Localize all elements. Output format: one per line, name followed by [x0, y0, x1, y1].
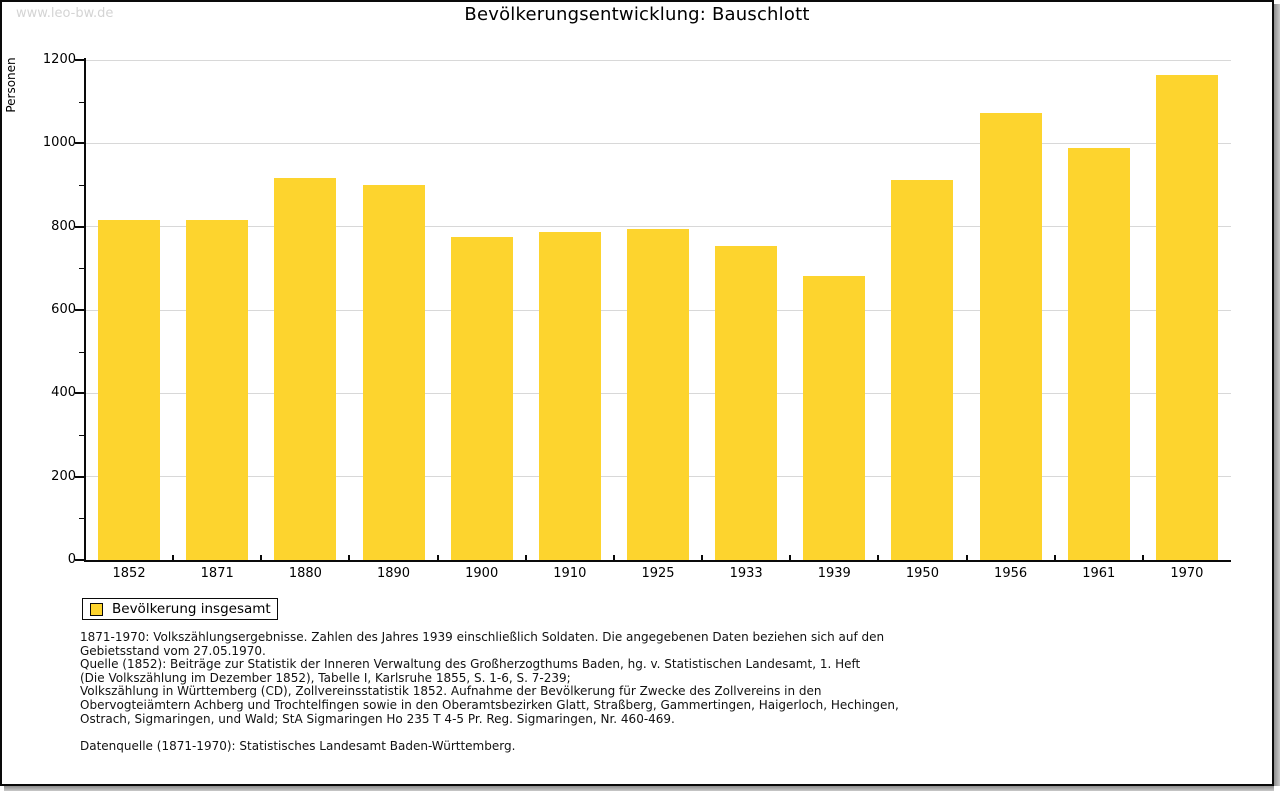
y-axis-tick [75, 309, 84, 311]
x-tick-label: 1933 [729, 566, 763, 581]
y-axis-tick-minor [79, 101, 84, 103]
x-tick-label: 1939 [817, 566, 851, 581]
x-axis-tick [436, 555, 439, 560]
footnote-line: Quelle (1852): Beiträge zur Statistik de… [80, 657, 861, 672]
y-tick-label: 600 [51, 302, 76, 317]
y-axis-tick-minor [79, 185, 84, 186]
x-tick-label: 1970 [1170, 566, 1204, 581]
y-axis-tick [75, 559, 84, 561]
y-axis-title: Personen [4, 57, 18, 113]
x-axis-tick [965, 555, 968, 560]
x-tick-label: 1900 [465, 566, 499, 581]
bar-1970 [1155, 74, 1218, 560]
x-tick-label: 1910 [553, 566, 587, 581]
footnote-line: 1871-1970: Volkszählungsergebnisse. Zahl… [80, 630, 885, 644]
bar-1880 [274, 178, 337, 560]
x-axis-tick [172, 555, 175, 560]
footnotes: 1871-1970: Volkszählungsergebnisse. Zahl… [80, 630, 1210, 753]
bar-1925 [627, 229, 689, 560]
x-axis-tick [348, 555, 351, 560]
legend-swatch-icon [90, 602, 103, 616]
x-tick-label: 1950 [905, 566, 939, 581]
y-tick-label: 0 [67, 552, 76, 567]
y-axis-tick [75, 225, 84, 228]
footnote-line: Gebietsstand vom 27.05.1970. [80, 643, 266, 658]
y-tick-label: 200 [51, 468, 76, 484]
x-axis-line [84, 560, 1231, 562]
x-axis-tick [612, 555, 615, 560]
window-shadow-right [1274, 4, 1280, 786]
bar-1910 [538, 231, 601, 560]
grid-line [86, 226, 1231, 228]
y-axis-tick [75, 59, 84, 61]
y-axis-tick [75, 142, 84, 145]
x-axis-tick [260, 555, 263, 560]
y-axis-line [84, 58, 86, 562]
y-axis-tick-minor [79, 351, 84, 353]
chart-title: Bevölkerungsentwicklung: Bauschlott [464, 4, 810, 25]
x-axis-tick [1141, 555, 1144, 560]
y-tick-label: 800 [51, 218, 76, 234]
x-axis-tick [1053, 555, 1056, 560]
y-tick-label: 1000 [42, 135, 76, 151]
y-axis-tick [75, 475, 84, 478]
bar-1890 [362, 184, 425, 560]
y-tick-label: 400 [51, 385, 76, 401]
watermark: www.leo-bw.de [16, 6, 114, 21]
footnote-line: Ostrach, Sigmaringen, und Wald; StA Sigm… [80, 711, 675, 726]
grid-line [86, 59, 1231, 61]
x-tick-label: 1890 [376, 566, 411, 581]
bar-1852 [98, 220, 161, 560]
x-axis-tick [524, 555, 527, 560]
legend-label: Bevölkerung insgesamt [112, 601, 271, 617]
bar-1956 [979, 112, 1042, 560]
datasource-line: Datenquelle (1871-1970): Statistisches L… [80, 738, 516, 753]
x-axis-tick [877, 555, 880, 560]
footnote-line: (Die Volkszählung im Dezember 1852), Tab… [80, 670, 571, 685]
bar-1900 [450, 236, 513, 560]
bar-1950 [891, 179, 954, 560]
bar-1871 [186, 220, 249, 560]
y-axis-tick-minor [79, 435, 84, 436]
x-axis-tick [701, 555, 704, 560]
y-tick-label: 1200 [42, 52, 76, 67]
legend: Bevölkerung insgesamt [82, 598, 278, 620]
footnote-line: Volkszählung in Württemberg (CD), Zollve… [80, 684, 822, 699]
x-tick-label: 1852 [112, 566, 146, 581]
bar-1939 [803, 276, 866, 560]
x-tick-label: 1956 [994, 566, 1028, 581]
bar-1933 [715, 245, 778, 560]
x-axis-tick [789, 555, 792, 560]
footnote-line: Obervogteiämtern Achberg und Trochtelfin… [80, 697, 899, 712]
x-tick-label: 1871 [200, 566, 234, 581]
bar-1961 [1067, 147, 1130, 560]
y-axis-tick-minor [79, 518, 84, 520]
y-axis-tick [75, 392, 84, 395]
x-tick-label: 1880 [288, 566, 322, 581]
x-tick-label: 1925 [641, 566, 675, 581]
window-shadow-bottom [4, 786, 1274, 791]
y-axis-tick-minor [79, 268, 84, 270]
grid-line [86, 142, 1231, 144]
x-tick-label: 1961 [1082, 566, 1116, 581]
